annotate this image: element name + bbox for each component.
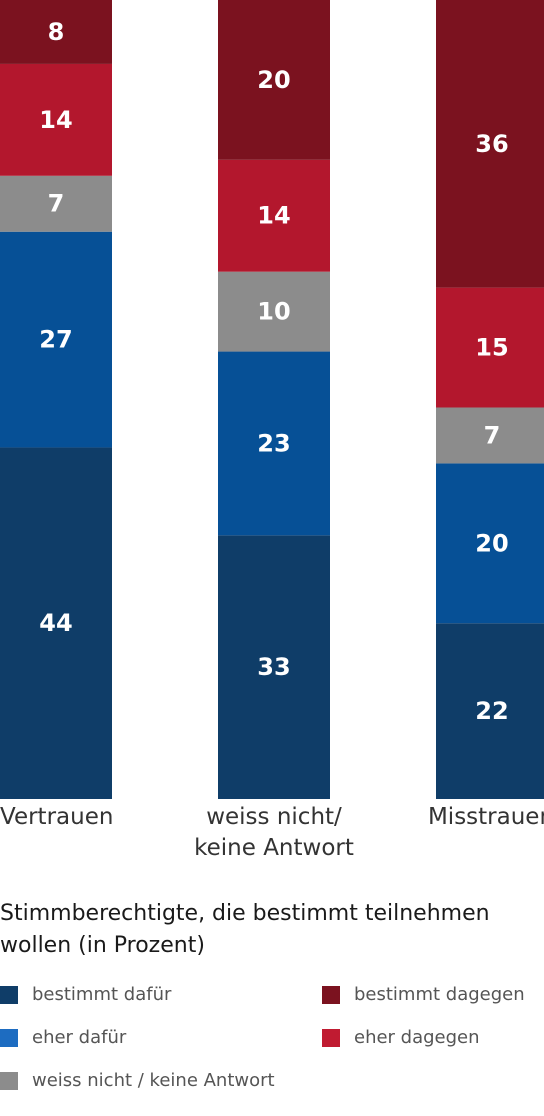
legend-swatch-eher-dafuer — [0, 1028, 18, 1047]
bar-segment-eher-dafuer-2 — [218, 351, 330, 536]
bar-segment-bestimmt-dagegen-3 — [436, 0, 544, 288]
data-label-weiss-nicht-keine-antwort-1: 7 — [48, 190, 65, 218]
category-label-misstrauen: Misstrauen — [427, 804, 544, 830]
data-label-eher-dagegen-1: 14 — [39, 106, 72, 134]
bar-segment-bestimmt-dagegen-2 — [218, 0, 330, 160]
data-label-bestimmt-dafuer-3: 22 — [475, 697, 508, 725]
legend-label-bestimmt-dafuer: bestimmt dafür — [32, 984, 172, 1005]
bar-segment-eher-dafuer-1 — [0, 231, 112, 448]
stacked-bar-chart: 44 27 7 14 8 33 23 10 14 20 22 20 7 15 36 — [0, 0, 544, 799]
data-label-eher-dagegen-3: 15 — [475, 334, 508, 362]
legend-label-eher-dafuer: eher dafür — [32, 1027, 127, 1048]
bar-segment-bestimmt-dafuer-3 — [436, 623, 544, 799]
bar-segment-eher-dagegen-2 — [218, 159, 330, 272]
category-label-vertrauen: Vertrauen — [0, 804, 114, 830]
bar-segment-bestimmt-dafuer-1 — [0, 447, 112, 799]
data-label-weiss-nicht-keine-antwort-3: 7 — [484, 421, 501, 449]
legend-item-eher-dagegen: eher dagegen — [322, 1027, 480, 1048]
chart-title: Stimmberechtigte, die bestimmt teilnehme… — [0, 901, 490, 958]
bar-segment-weiss-nicht-keine-antwort-2 — [218, 271, 330, 352]
data-label-eher-dafuer-1: 27 — [39, 326, 72, 354]
data-label-bestimmt-dagegen-3: 36 — [475, 130, 508, 158]
bar-segment-eher-dafuer-3 — [436, 463, 544, 624]
data-label-eher-dafuer-2: 23 — [257, 429, 290, 457]
data-label-eher-dagegen-2: 14 — [257, 202, 290, 230]
legend-label-weiss-nicht: weiss nicht / keine Antwort — [32, 1070, 275, 1091]
legend-swatch-eher-dagegen — [322, 1028, 340, 1047]
data-label-bestimmt-dagegen-2: 20 — [257, 66, 290, 94]
legend-item-bestimmt-dagegen: bestimmt dagegen — [322, 984, 525, 1005]
data-label-bestimmt-dagegen-1: 8 — [48, 18, 65, 46]
bar-segment-bestimmt-dagegen-1 — [0, 0, 112, 64]
legend-swatch-weiss-nicht — [0, 1071, 18, 1090]
bar-segment-eher-dagegen-3 — [436, 287, 544, 408]
bar-segment-eher-dagegen-1 — [0, 63, 112, 176]
legend-swatch-bestimmt-dafuer — [0, 985, 18, 1004]
bar-segment-bestimmt-dafuer-2 — [218, 535, 330, 799]
data-label-weiss-nicht-keine-antwort-2: 10 — [257, 298, 290, 326]
data-label-eher-dafuer-3: 20 — [475, 529, 508, 557]
category-label-weiss-nicht: weiss nicht/ keine Antwort — [194, 804, 354, 861]
legend-swatch-bestimmt-dagegen — [322, 985, 340, 1004]
legend: bestimmt dafür eher dafür weiss nicht / … — [0, 984, 544, 1104]
legend-label-eher-dagegen: eher dagegen — [354, 1027, 480, 1048]
legend-item-bestimmt-dafuer: bestimmt dafür — [0, 984, 171, 1005]
legend-item-eher-dafuer: eher dafür — [0, 1027, 126, 1048]
data-label-bestimmt-dafuer-2: 33 — [257, 653, 290, 681]
legend-item-weiss-nicht: weiss nicht / keine Antwort — [0, 1070, 275, 1091]
bar-segment-weiss-nicht-keine-antwort-1 — [0, 175, 112, 232]
bar-segment-weiss-nicht-keine-antwort-3 — [436, 407, 544, 464]
data-label-bestimmt-dafuer-1: 44 — [39, 609, 72, 637]
legend-label-bestimmt-dagegen: bestimmt dagegen — [354, 984, 525, 1005]
